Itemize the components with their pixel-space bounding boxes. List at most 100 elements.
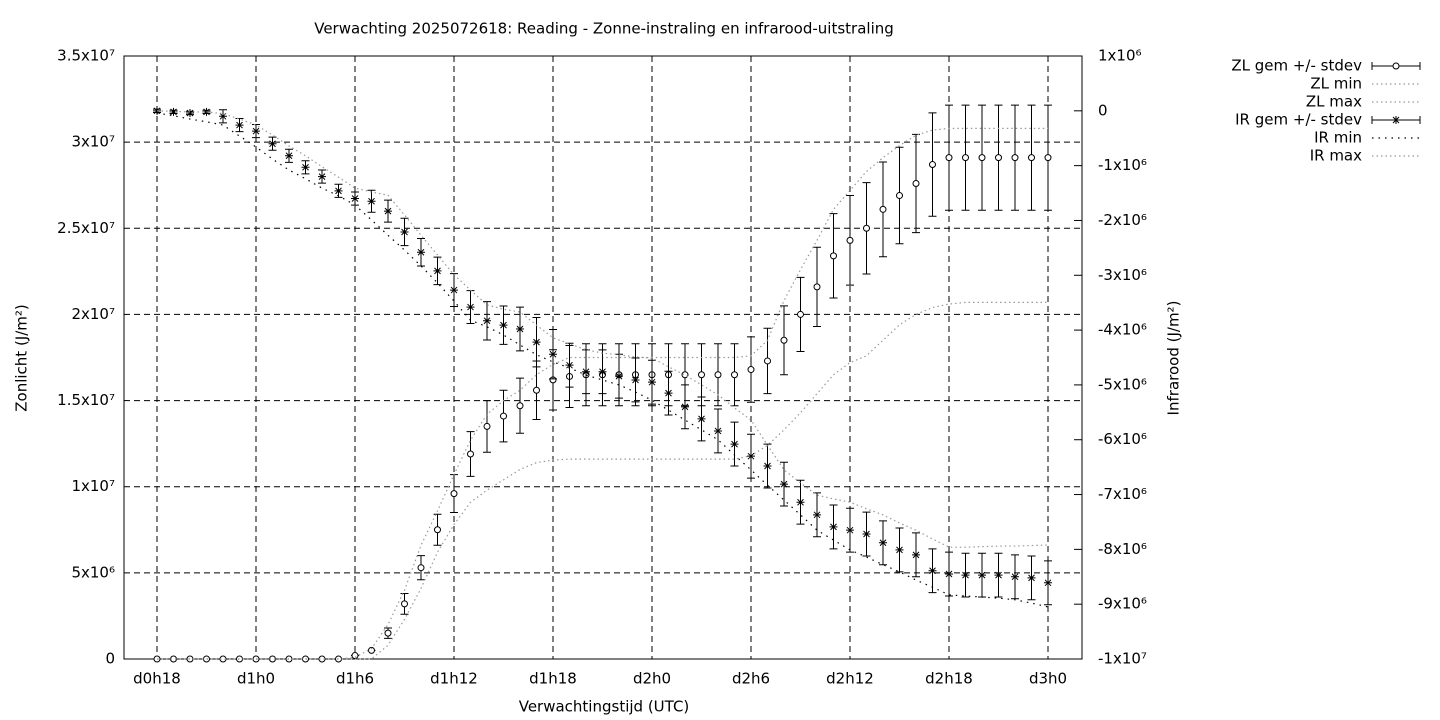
point-marker	[516, 324, 524, 333]
point-marker	[252, 127, 260, 136]
point-marker	[863, 224, 870, 232]
point-marker	[615, 372, 623, 381]
point-marker	[417, 248, 425, 257]
point-marker	[698, 371, 705, 379]
point-marker	[434, 526, 441, 534]
point-marker	[879, 538, 887, 547]
y2-tick-label: -2x10⁶	[1098, 211, 1147, 229]
y-tick-label: 1.5x10⁷	[57, 391, 115, 409]
y-tick-label: 1x10⁷	[71, 477, 115, 495]
x-tick-label: d1h12	[430, 670, 478, 688]
point-marker	[582, 367, 590, 376]
point-marker	[367, 197, 376, 206]
point-marker	[533, 386, 540, 394]
plot-frame	[123, 55, 1083, 660]
y2-tick-label: -4x10⁶	[1098, 321, 1147, 339]
y2-axis-label: Infrarood (J/m²)	[1165, 301, 1183, 416]
x-tick-label: d1h18	[529, 670, 577, 688]
point-marker	[896, 192, 903, 200]
y2-tick-label: 1x10⁶	[1098, 47, 1142, 65]
point-marker	[153, 106, 161, 115]
point-marker	[1028, 154, 1035, 162]
point-marker	[945, 570, 953, 579]
legend-label: ZL gem +/- stdev	[1231, 57, 1362, 75]
point-marker	[285, 151, 293, 160]
point-marker	[862, 530, 871, 539]
point-marker	[945, 154, 953, 162]
point-marker	[730, 440, 739, 449]
point-marker	[813, 510, 821, 519]
y2-tick-label: -8x10⁶	[1098, 540, 1147, 558]
x-tick-label: d2h6	[732, 670, 770, 688]
point-marker	[450, 286, 458, 295]
point-marker	[483, 422, 491, 430]
point-marker	[912, 179, 920, 187]
legend-label: IR max	[1310, 147, 1362, 165]
point-marker	[780, 336, 788, 344]
point-marker	[764, 357, 771, 365]
point-marker	[401, 600, 408, 608]
point-marker	[714, 426, 722, 435]
legend-label: IR gem +/- stdev	[1235, 111, 1362, 129]
point-marker	[961, 571, 970, 580]
point-marker	[169, 107, 178, 116]
point-marker	[532, 338, 541, 347]
point-marker	[714, 371, 722, 379]
point-marker	[450, 490, 458, 498]
chart-title: Verwachting 2025072618: Reading - Zonne-…	[314, 20, 894, 38]
x-tick-label: d1h0	[237, 670, 275, 688]
legend-marker	[1392, 116, 1400, 124]
y2-tick-label: -3x10⁶	[1098, 266, 1147, 284]
legend-label: IR min	[1314, 129, 1362, 147]
point-marker	[995, 154, 1002, 162]
point-marker	[912, 550, 920, 559]
point-marker	[962, 154, 969, 162]
point-marker	[763, 462, 772, 471]
point-marker	[731, 371, 738, 379]
point-marker	[697, 414, 706, 423]
point-marker	[598, 367, 607, 376]
point-marker	[829, 522, 838, 531]
y-tick-label: 3x10⁷	[71, 133, 115, 151]
point-marker	[301, 163, 310, 172]
point-marker	[929, 161, 936, 169]
point-marker	[368, 646, 375, 654]
y-tick-label: 5x10⁶	[71, 563, 115, 581]
y2-tick-label: -9x10⁶	[1098, 595, 1147, 613]
legend-label: ZL max	[1306, 93, 1362, 111]
point-marker	[648, 378, 656, 387]
legend-marker	[1392, 62, 1400, 70]
point-marker	[516, 402, 524, 410]
y-tick-label: 0	[105, 650, 115, 668]
point-marker	[1044, 154, 1052, 162]
point-marker	[1011, 154, 1019, 162]
y-tick-label: 2.5x10⁷	[57, 219, 115, 237]
point-marker	[994, 571, 1003, 580]
point-marker	[483, 316, 491, 325]
y2-tick-label: -1x10⁷	[1098, 650, 1147, 668]
x-tick-label: d2h12	[826, 670, 874, 688]
point-marker	[433, 266, 442, 275]
point-marker	[813, 283, 821, 291]
y-tick-label: 2x10⁷	[71, 305, 115, 323]
x-axis-label: Verwachtingstijd (UTC)	[519, 698, 690, 716]
point-marker	[1027, 573, 1036, 582]
point-marker	[846, 236, 854, 244]
point-marker	[499, 321, 508, 330]
series-line	[156, 110, 1049, 548]
point-marker	[318, 172, 326, 181]
point-marker	[928, 566, 937, 575]
y2-tick-label: -6x10⁶	[1098, 430, 1147, 448]
point-marker	[830, 252, 837, 260]
x-tick-label: d3h0	[1029, 670, 1067, 688]
y2-tick-label: -5x10⁶	[1098, 375, 1147, 393]
point-marker	[384, 629, 392, 637]
x-tick-label: d0h18	[133, 670, 181, 688]
point-marker	[1011, 572, 1019, 581]
x-tick-label: d1h6	[336, 670, 374, 688]
x-tick-label: d2h0	[633, 670, 671, 688]
point-marker	[895, 545, 904, 554]
point-marker	[268, 139, 277, 148]
point-marker	[549, 350, 557, 359]
